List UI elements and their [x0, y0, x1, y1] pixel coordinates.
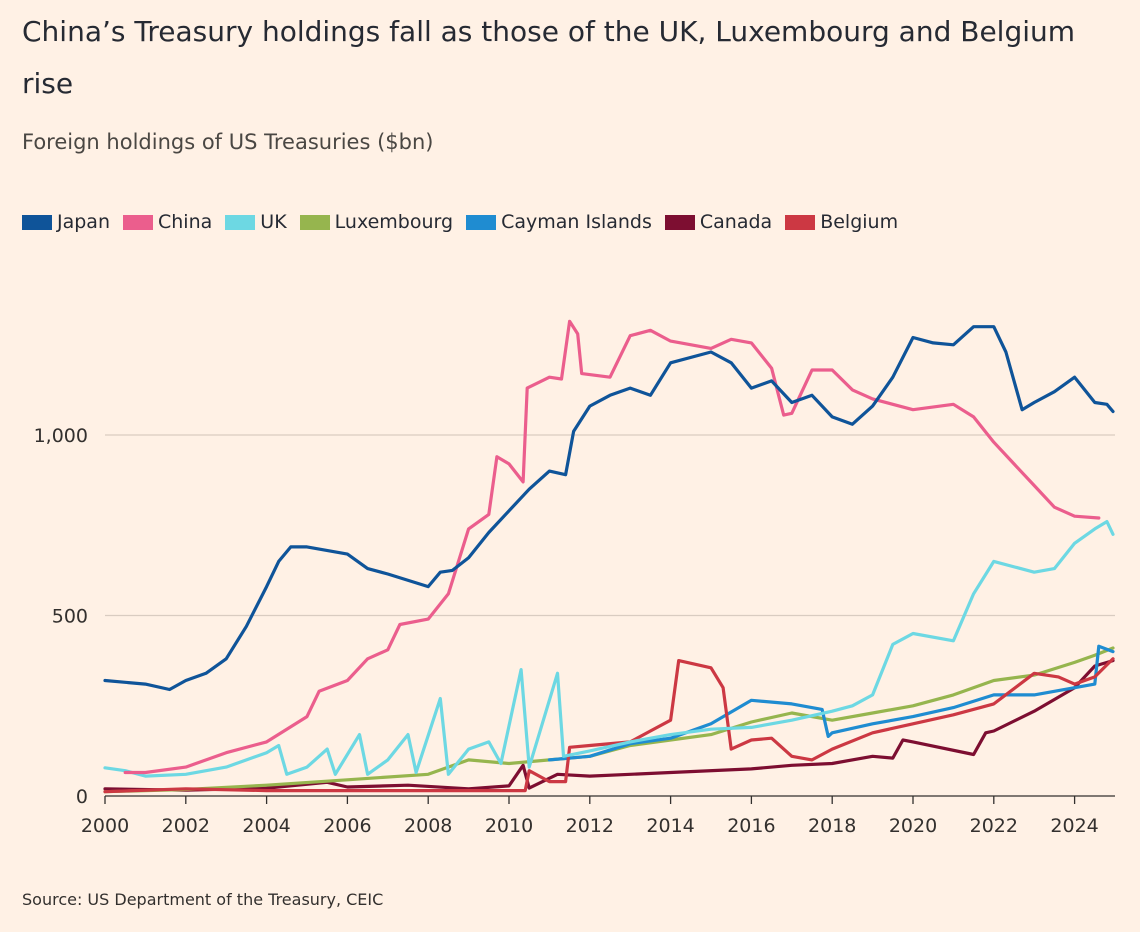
- chart-subtitle: Foreign holdings of US Treasuries ($bn): [22, 130, 434, 154]
- source-note: Source: US Department of the Treasury, C…: [22, 890, 384, 909]
- legend-label-china: China: [158, 211, 213, 233]
- x-tick-label: 2016: [727, 815, 775, 837]
- legend-swatch-china: [123, 214, 153, 230]
- x-tick-label: 2020: [889, 815, 937, 837]
- legend-label-canada: Canada: [699, 211, 773, 233]
- legend-swatch-belgium: [785, 214, 816, 230]
- legend-label-japan: Japan: [57, 211, 110, 233]
- x-tick-label: 2002: [162, 815, 210, 837]
- series-line-cayman-islands: [547, 644, 1115, 762]
- chart-title: China’s Treasury holdings fall as those …: [22, 15, 1076, 100]
- legend-item-uk: UK: [225, 211, 287, 233]
- legend-label-cayman-islands: Cayman Islands: [501, 211, 652, 233]
- x-tick-label: 2004: [242, 815, 290, 837]
- x-tick-label: 2022: [970, 815, 1018, 837]
- legend: Japan China UK Luxembourg Cayman Islands…: [22, 208, 911, 236]
- x-tick-label: 2014: [646, 815, 694, 837]
- y-tick-label: 1,000: [34, 425, 88, 447]
- series-line-japan: [103, 325, 1115, 692]
- legend-item-japan: Japan: [22, 211, 110, 233]
- legend-label-luxembourg: Luxembourg: [334, 211, 454, 233]
- series-line-uk: [103, 520, 1115, 778]
- x-tick-label: 2008: [404, 815, 452, 837]
- x-tick-label: 2024: [1050, 815, 1098, 837]
- x-tick-label: 2012: [566, 815, 614, 837]
- legend-swatch-uk: [225, 214, 256, 230]
- series-line-canada: [103, 659, 1115, 792]
- y-tick-label: 500: [52, 606, 88, 628]
- legend-label-belgium: Belgium: [820, 211, 899, 233]
- legend-label-uk: UK: [260, 211, 287, 233]
- line-chart: 0 500 1,000 2000 2002 2004 2006 2008 2010 2012 201…: [34, 319, 1115, 837]
- legend-item-luxembourg: Luxembourg: [299, 211, 454, 233]
- legend-item-china: China: [123, 211, 212, 233]
- x-tick-label: 2018: [808, 815, 856, 837]
- legend-item-canada: Canada: [664, 211, 773, 233]
- series-line-belgium: [103, 657, 1115, 794]
- series-line-china: [123, 319, 1101, 775]
- legend-swatch-cayman-islands: [466, 214, 497, 230]
- legend-item-belgium: Belgium: [785, 211, 898, 233]
- legend-swatch-luxembourg: [299, 214, 330, 230]
- legend-swatch-japan: [22, 214, 52, 230]
- x-tick-label: 2000: [81, 815, 129, 837]
- y-tick-label: 0: [76, 786, 88, 808]
- x-tick-label: 2010: [485, 815, 533, 837]
- legend-item-cayman-islands: Cayman Islands: [466, 211, 652, 233]
- legend-swatch-canada: [664, 214, 695, 230]
- x-tick-label: 2006: [323, 815, 371, 837]
- series-line-luxembourg: [103, 646, 1115, 794]
